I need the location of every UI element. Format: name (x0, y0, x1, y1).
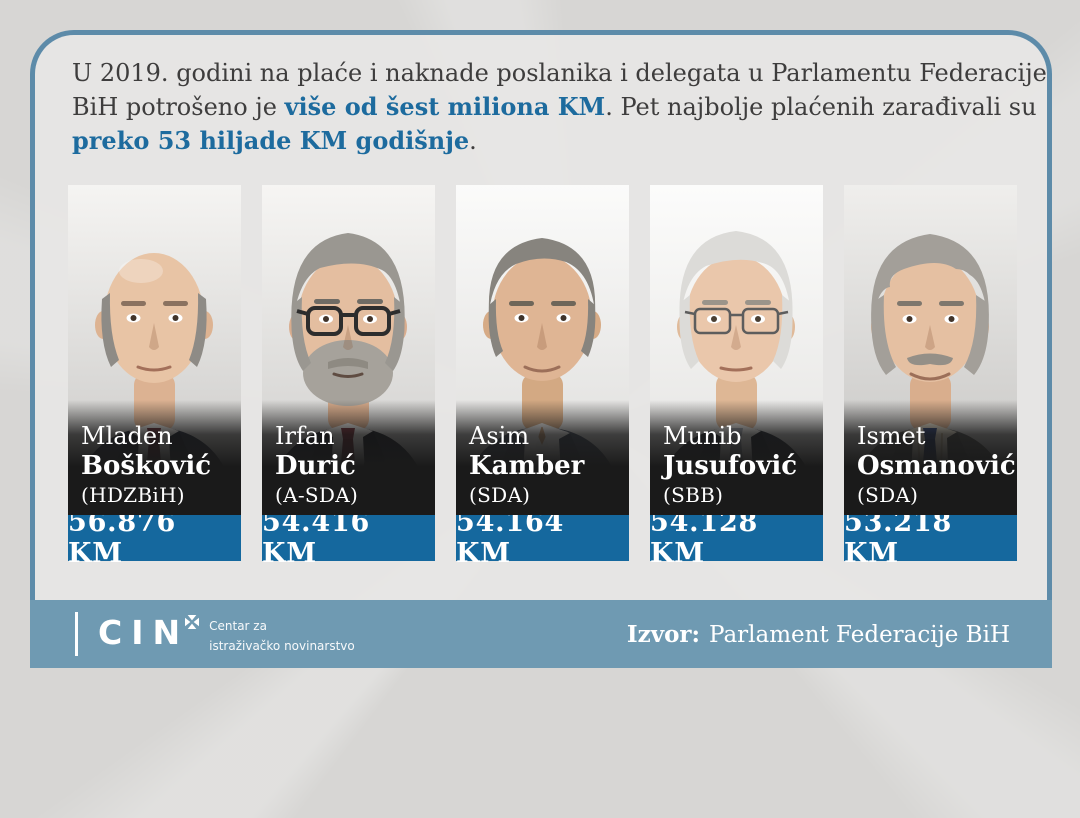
name-overlay-gradient (68, 400, 241, 515)
person-party: (SDA) (857, 483, 919, 507)
name-block: Irfan Durić (A-SDA) (275, 422, 431, 509)
person-first-name: Ismet (857, 422, 926, 450)
portrait-photo: Ismet Osmanović (SDA) (844, 185, 1017, 515)
source-label: Izvor: (626, 620, 701, 648)
salary-badge: 54.164 KM (456, 507, 629, 569)
name-block: Mladen Bošković (HDZBiH) (81, 422, 237, 509)
person-first-name: Munib (663, 422, 742, 450)
name-overlay-gradient (262, 400, 435, 515)
cin-logo: CIN Centar za istraživačko novinarstvo (98, 613, 355, 656)
person-last-name: Kamber (469, 451, 585, 481)
headline-text: U 2019. godini na plaće i naknade poslan… (72, 59, 1047, 87)
person-party: (SDA) (469, 483, 531, 507)
name-block: Munib Jusufović (SBB) (663, 422, 819, 509)
cin-subtitle-line2: istraživačko novinarstvo (209, 638, 355, 653)
salary-badge: 54.128 KM (650, 507, 823, 569)
portrait-photo: Asim Kamber (SDA) (456, 185, 629, 515)
source-attribution: Izvor: Parlament Federacije BiH (627, 621, 1010, 648)
cin-logo-text: CIN (98, 612, 190, 652)
headline-highlight: preko 53 hiljade KM godišnje (72, 126, 470, 155)
cin-logo-subtitle: Centar za istraživačko novinarstvo (209, 616, 355, 656)
name-overlay-gradient (456, 400, 629, 515)
cin-subtitle-line1: Centar za (209, 618, 267, 633)
profile-cards-row: Mladen Bošković (HDZBiH) 56.876 KM (68, 185, 1017, 569)
person-first-name: Irfan (275, 422, 335, 450)
profile-card: Mladen Bošković (HDZBiH) 56.876 KM (68, 185, 241, 569)
headline: U 2019. godini na plaće i naknade poslan… (72, 56, 1047, 158)
person-party: (HDZBiH) (81, 483, 185, 507)
name-overlay-gradient (650, 400, 823, 515)
person-last-name: Bošković (81, 451, 212, 481)
headline-line-3: preko 53 hiljade KM godišnje. (72, 124, 1047, 158)
person-party: (SBB) (663, 483, 724, 507)
main-card: U 2019. godini na plaće i naknade poslan… (30, 30, 1052, 600)
footer-divider (75, 612, 78, 656)
profile-card: Munib Jusufović (SBB) 54.128 KM (650, 185, 823, 569)
portrait-photo: Irfan Durić (A-SDA) (262, 185, 435, 515)
name-block: Ismet Osmanović (SDA) (857, 422, 1016, 509)
headline-text: BiH potrošeno je (72, 93, 285, 121)
salary-badge: 56.876 KM (68, 507, 241, 569)
headline-highlight: više od šest miliona KM (284, 92, 606, 121)
person-first-name: Asim (469, 422, 530, 450)
profile-card: Asim Kamber (SDA) 54.164 KM (456, 185, 629, 569)
profile-card: Ismet Osmanović (SDA) 53.218 KM (844, 185, 1017, 569)
salary-badge: 54.416 KM (262, 507, 435, 569)
name-overlay-gradient (844, 400, 1017, 515)
headline-line-2: BiH potrošeno je više od šest miliona KM… (72, 90, 1047, 124)
person-party: (A-SDA) (275, 483, 359, 507)
person-first-name: Mladen (81, 422, 173, 450)
headline-text: . (469, 127, 477, 155)
salary-badge: 53.218 KM (844, 507, 1017, 569)
portrait-photo: Mladen Bošković (HDZBiH) (68, 185, 241, 515)
person-last-name: Osmanović (857, 451, 1016, 481)
portrait-photo: Munib Jusufović (SBB) (650, 185, 823, 515)
profile-card: Irfan Durić (A-SDA) 54.416 KM (262, 185, 435, 569)
headline-line-1: U 2019. godini na plaće i naknade poslan… (72, 56, 1047, 90)
source-value: Parlament Federacije BiH (709, 621, 1010, 648)
name-block: Asim Kamber (SDA) (469, 422, 625, 509)
person-last-name: Durić (275, 451, 356, 481)
headline-text: . Pet najbolje plaćenih zarađivali su (605, 93, 1037, 121)
cin-x-mark-icon (185, 614, 200, 629)
person-last-name: Jusufović (663, 451, 798, 481)
footer-bar: CIN Centar za istraživačko novinarstvo I… (30, 600, 1052, 668)
